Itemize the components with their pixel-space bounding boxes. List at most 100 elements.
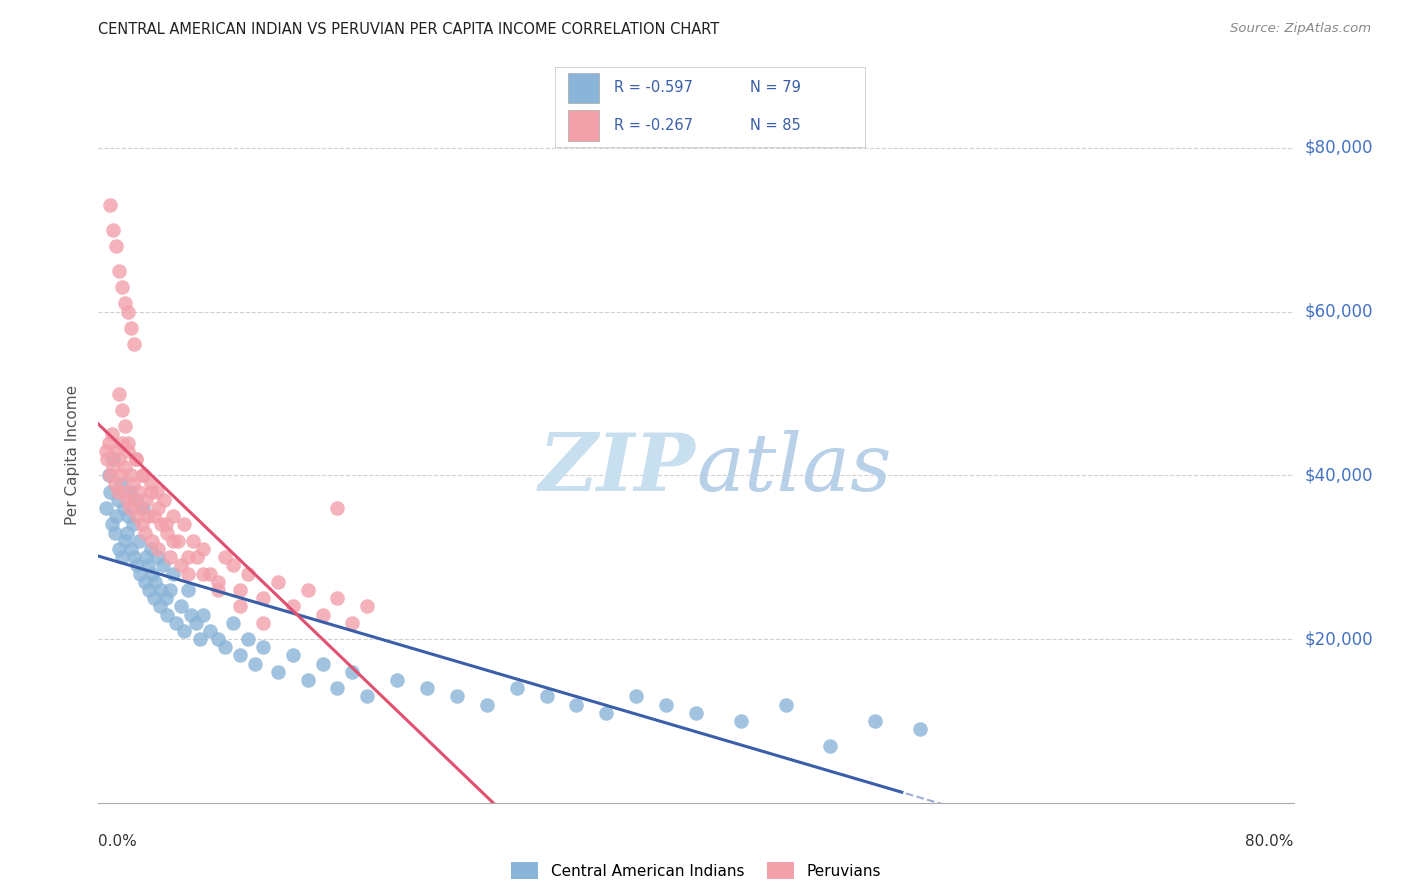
Point [121,476,143,491]
Point [214,550,236,565]
Point [150,582,173,597]
Point [110,468,132,483]
Point [129,501,152,516]
Point [105,443,128,458]
Point [132,468,155,483]
Text: atlas: atlas [696,430,891,508]
Point [141,566,163,581]
Point [342,615,364,630]
Point [132,501,155,516]
Point [356,690,378,704]
Point [96,452,118,467]
Point [236,632,259,646]
Point [149,599,172,614]
Point [115,492,138,507]
Point [162,533,184,548]
Point [132,468,155,483]
Point [139,476,162,491]
Point [120,468,142,483]
Point [104,476,127,491]
FancyBboxPatch shape [568,72,599,103]
Point [177,566,200,581]
Point [117,304,139,318]
Point [506,681,529,696]
Point [730,714,752,728]
Point [97,468,120,483]
Point [142,591,165,606]
Point [166,533,188,548]
Point [446,690,468,704]
Point [356,599,378,614]
Text: 0.0%: 0.0% [98,834,138,849]
Point [125,492,148,507]
Text: $40,000: $40,000 [1305,467,1374,484]
Point [148,550,170,565]
Point [200,624,222,638]
Point [136,509,159,524]
Point [111,280,134,294]
Text: $20,000: $20,000 [1305,630,1374,648]
Point [820,739,842,753]
Point [385,673,409,687]
Point [165,615,187,630]
Point [112,484,135,499]
Point [114,533,136,548]
Point [229,648,252,663]
Point [184,615,207,630]
Point [159,582,181,597]
Point [125,452,148,467]
Point [159,550,181,565]
Point [105,509,128,524]
Point [120,321,142,335]
Point [108,386,131,401]
Point [101,517,124,532]
Point [148,501,170,516]
Point [105,239,128,253]
Point [155,517,177,532]
Point [143,574,166,589]
Point [245,657,267,671]
Point [180,607,202,622]
Point [97,435,120,450]
Point [297,673,319,687]
Point [173,624,195,638]
Point [117,509,139,524]
Point [111,403,134,417]
Point [117,435,139,450]
Point [191,542,214,557]
Point [191,566,214,581]
Point [103,452,125,467]
Point [655,698,678,712]
Point [207,632,229,646]
Point [103,460,125,475]
Point [177,582,200,597]
Point [110,476,132,491]
Point [118,501,141,516]
Point [475,698,498,712]
Point [124,550,146,565]
Point [112,501,135,516]
Point [536,690,558,704]
Point [236,566,259,581]
Point [139,484,162,499]
Point [142,509,165,524]
Point [162,509,184,524]
Point [326,501,349,516]
Point [108,452,131,467]
Point [124,492,146,507]
Point [127,558,149,573]
Text: N = 85: N = 85 [751,118,801,133]
Point [108,264,131,278]
Point [114,296,136,310]
Point [117,443,139,458]
Point [326,681,349,696]
Point [125,452,148,467]
Point [128,533,150,548]
Point [252,615,274,630]
Point [135,492,157,507]
Point [624,690,647,704]
Point [229,582,252,597]
Point [107,484,129,499]
Point [156,607,179,622]
Point [222,615,245,630]
